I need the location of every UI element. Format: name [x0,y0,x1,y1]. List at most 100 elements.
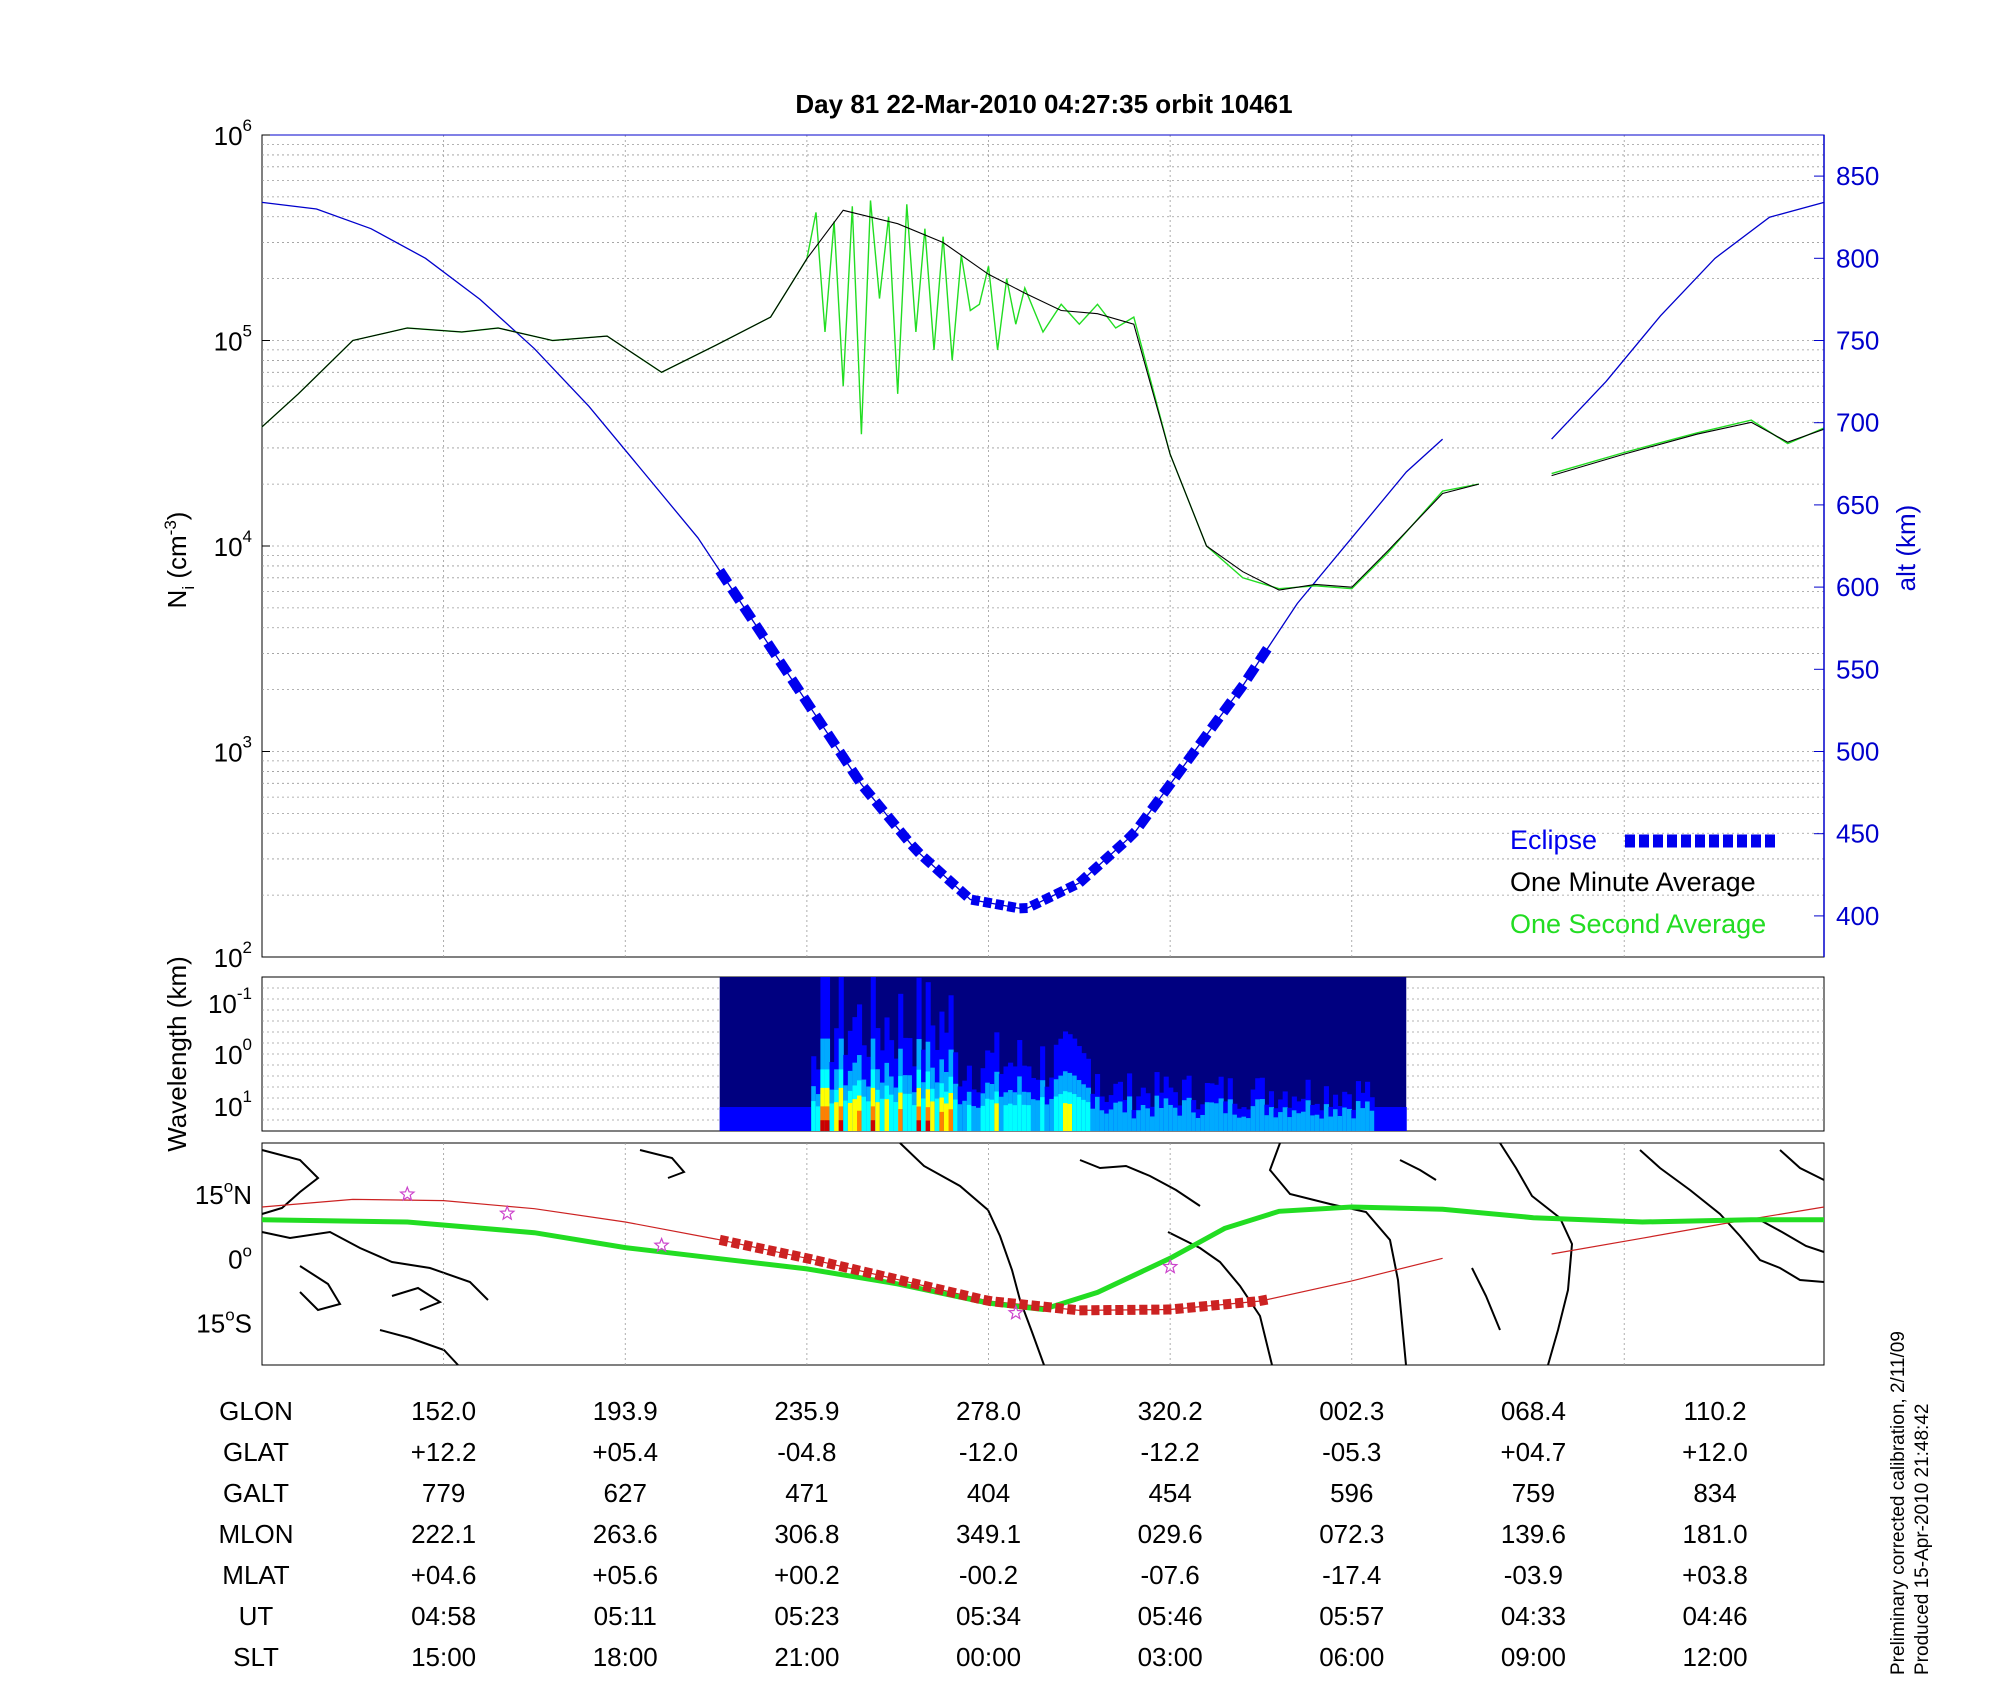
spectrogram-column [1008,1103,1014,1131]
table-cell: 05:46 [1138,1601,1203,1631]
eclipse-track-marker [1018,1299,1029,1310]
spectrogram-column [1218,1098,1224,1131]
spectrogram-column [1383,1107,1389,1131]
chart-title: Day 81 22-Mar-2010 04:27:35 orbit 10461 [795,89,1292,119]
one-minute-series [261,209,1480,591]
altitude-y-label: alt (km) [1891,505,1921,592]
spectrogram-column [925,1120,931,1131]
table-row-label: UT [239,1601,274,1631]
table-row-label: GLAT [223,1437,289,1467]
spectrogram-column [1104,1113,1110,1131]
spectrogram-column [852,1099,858,1131]
spectrogram-column [774,1107,780,1131]
eclipse-marker [1171,763,1188,781]
alt-tick-label: 400 [1836,901,1879,931]
spectrogram-column [1053,1096,1059,1131]
eclipse-marker [1029,897,1042,911]
spectrogram-column [966,1104,972,1131]
table-cell: 09:00 [1501,1642,1566,1672]
coastline [1499,1142,1574,1366]
coastline [299,1265,342,1312]
lat-tick-label: 15oN [195,1177,252,1210]
eclipse-marker [835,748,852,767]
eclipse-track-marker [1042,1301,1053,1313]
density-panel: 102 103 104 105 106 400 450 500 550 600 650 700 750 8… [161,116,1921,973]
spectrogram-column [820,1106,826,1131]
eclipse-track-marker [1210,1299,1220,1311]
eclipse-marker [944,875,959,890]
spectrogram-column [866,1101,872,1131]
eclipse-track-marker [754,1242,765,1255]
one-minute-series-after-gap [1551,421,1825,477]
spectrogram-column [1296,1113,1302,1131]
coastline [1639,1149,1825,1283]
table-cell: +00.2 [774,1560,840,1590]
table-cell: 06:00 [1319,1642,1384,1672]
spectrogram-column [1040,1097,1046,1131]
spectrogram-column [1149,1116,1156,1131]
density-y-label: Ni (cm-3) [161,512,198,609]
y-tick-label: 102 [214,938,252,973]
spectrogram-column [925,1107,931,1131]
star-marker [399,1185,416,1202]
spectrogram-column [902,1093,908,1131]
spectrogram-column [738,1107,744,1131]
eclipse-marker [883,812,900,829]
spectrogram-column [733,1107,739,1131]
spectrogram-column [1122,1112,1128,1131]
spectrogram-column [1287,1117,1293,1131]
eclipse-marker [1147,795,1164,813]
spectrogram-column [1401,1107,1407,1131]
eclipse-track-marker [730,1237,741,1249]
spectrogram-column [879,1098,885,1131]
eclipse-marker [895,827,912,844]
spectrogram-column [1337,1116,1343,1131]
spectrogram-column [980,1105,986,1131]
spectrogram-data [719,977,1407,1131]
spectrogram-column [806,1107,812,1131]
eclipse-track-marker [934,1283,945,1296]
spectrogram-column [829,1103,835,1131]
coastline [261,1230,489,1301]
spectrogram-column [1278,1112,1284,1131]
y-tick-label: 106 [214,116,252,151]
eclipse-marker [727,585,745,604]
table-cell: 152.0 [411,1396,476,1426]
table-cell: 222.1 [411,1519,476,1549]
spectrogram-column [1241,1116,1247,1131]
table-cell: +12.0 [1682,1437,1748,1467]
spectrogram-column [1310,1115,1316,1131]
spectrogram-column [838,1120,844,1131]
spectrogram-column [1090,1108,1096,1131]
spectrogram-column [779,1107,785,1131]
eclipse-marker [994,899,1005,911]
altitude-line-after-gap [1551,201,1825,440]
lat-tick-label: 0o [228,1241,252,1274]
spectrogram-column [1168,1104,1174,1131]
table-cell: +04.6 [411,1560,477,1590]
calibration-note: Preliminary corrected calibration, 2/11/… [1888,1331,1909,1675]
spectrogram-column [797,1107,803,1131]
legend-eclipse: Eclipse [1510,825,1597,855]
coastline [379,1329,459,1366]
spectrogram-column [1305,1100,1311,1131]
spectrogram-column [1044,1104,1050,1131]
eclipse-marker [871,798,888,815]
spectrogram-column [834,1102,840,1131]
spectrogram-column [1365,1101,1371,1131]
coastlines [261,1142,1825,1366]
spectrogram-column [1333,1109,1339,1131]
legend-one-minute: One Minute Average [1510,867,1756,897]
table-cell: 627 [604,1478,647,1508]
eclipse-marker [1099,850,1115,866]
spectrogram-y-label: Wavelength (km) [162,956,192,1152]
eclipse-marker [1135,812,1152,830]
map-ticks: 15oN 0o 15oS [195,1177,252,1338]
eclipse-marker [982,896,993,909]
spectrogram-column [1232,1114,1238,1131]
spectrogram-column [1369,1110,1375,1131]
spectrogram-column [1181,1100,1188,1131]
table-cell: 05:34 [956,1601,1021,1631]
spectrogram-column [1200,1114,1206,1131]
table-cell: 05:11 [594,1601,657,1631]
